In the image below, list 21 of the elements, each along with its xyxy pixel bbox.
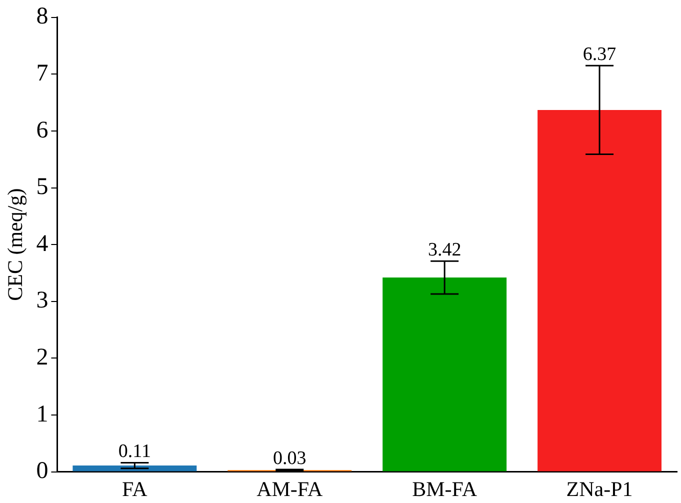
bar	[382, 278, 507, 472]
y-tick-label: 0	[36, 458, 48, 484]
y-tick-label: 5	[36, 174, 48, 200]
y-tick-label: 6	[36, 117, 48, 144]
x-tick-label: AM-FA	[256, 476, 324, 501]
bar	[72, 466, 197, 472]
x-tick-label: FA	[122, 476, 148, 501]
y-axis-title: CEC (meq/g)	[3, 188, 28, 301]
data-label: 0.03	[273, 448, 306, 470]
y-tick-label: 7	[36, 60, 48, 86]
data-label: 0.11	[118, 441, 151, 462]
y-tick-label: 1	[36, 401, 48, 428]
x-tick-label: ZNa-P1	[566, 476, 633, 501]
y-tick-label: 4	[36, 230, 48, 257]
bar	[538, 110, 662, 472]
data-label: 6.37	[582, 44, 616, 66]
y-tick-label: 2	[36, 344, 48, 370]
data-label: 3.42	[428, 240, 462, 261]
y-tick-label: 8	[36, 4, 48, 30]
y-tick-label: 3	[36, 288, 48, 314]
x-tick-label: BM-FA	[412, 476, 478, 501]
